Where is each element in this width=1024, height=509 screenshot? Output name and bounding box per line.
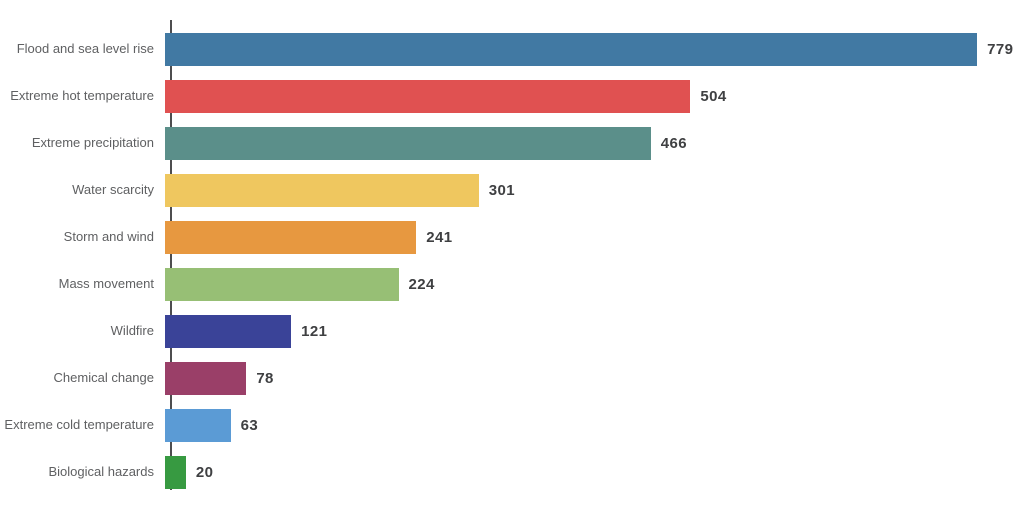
bar-row: Extreme precipitation 466 bbox=[0, 120, 1024, 167]
bar bbox=[165, 456, 186, 489]
bar-track: 241 bbox=[165, 221, 1024, 254]
bar-rows: Flood and sea level rise 779 Extreme hot t… bbox=[0, 26, 1024, 496]
bar-track: 20 bbox=[165, 456, 1024, 489]
bar-track: 121 bbox=[165, 315, 1024, 348]
value-label: 224 bbox=[408, 276, 435, 293]
bar-row: Wildfire 121 bbox=[0, 308, 1024, 355]
bar-row: Storm and wind 241 bbox=[0, 214, 1024, 261]
bar-row: Extreme cold temperature 63 bbox=[0, 402, 1024, 449]
bar-track: 301 bbox=[165, 174, 1024, 207]
value-label: 20 bbox=[195, 464, 214, 481]
bar-track: 466 bbox=[165, 127, 1024, 160]
category-label: Biological hazards bbox=[48, 464, 154, 480]
bar bbox=[165, 174, 479, 207]
value-label: 466 bbox=[660, 135, 688, 152]
bar-track: 224 bbox=[165, 268, 1024, 301]
value-label: 241 bbox=[426, 229, 453, 246]
value-label: 63 bbox=[240, 417, 259, 434]
bar bbox=[165, 315, 292, 348]
bar bbox=[165, 268, 399, 301]
bar-row: Extreme hot temperature 504 bbox=[0, 73, 1024, 120]
category-label: Flood and sea level rise bbox=[16, 41, 154, 57]
value-label: 504 bbox=[700, 88, 727, 105]
category-label: Chemical change bbox=[53, 370, 154, 386]
category-label: Extreme precipitation bbox=[31, 135, 154, 151]
bar-row: Chemical change 78 bbox=[0, 355, 1024, 402]
category-label: Extreme hot temperature bbox=[10, 88, 154, 104]
bar-track: 78 bbox=[165, 362, 1024, 395]
bar-track: 504 bbox=[165, 80, 1024, 113]
value-label: 779 bbox=[987, 41, 1014, 58]
value-label: 301 bbox=[488, 182, 516, 199]
bar-row: Mass movement 224 bbox=[0, 261, 1024, 308]
category-label: Water scarcity bbox=[72, 182, 154, 198]
bar-track: 63 bbox=[165, 409, 1024, 442]
bar bbox=[165, 221, 417, 254]
bar bbox=[165, 409, 231, 442]
bar bbox=[165, 80, 691, 113]
bar-row: Biological hazards 20 bbox=[0, 449, 1024, 496]
category-label: Wildfire bbox=[110, 323, 154, 339]
category-label: Extreme cold temperature bbox=[4, 417, 154, 433]
category-label: Mass movement bbox=[58, 276, 154, 292]
category-label: Storm and wind bbox=[63, 229, 154, 245]
value-label: 121 bbox=[301, 323, 328, 340]
bar-track: 779 bbox=[165, 33, 1024, 66]
bar-row: Flood and sea level rise 779 bbox=[0, 26, 1024, 73]
bar bbox=[165, 127, 651, 160]
bar-row: Water scarcity 301 bbox=[0, 167, 1024, 214]
bar bbox=[165, 33, 978, 66]
bar bbox=[165, 362, 247, 395]
y-axis-line bbox=[170, 20, 172, 490]
value-label: 78 bbox=[256, 370, 274, 387]
